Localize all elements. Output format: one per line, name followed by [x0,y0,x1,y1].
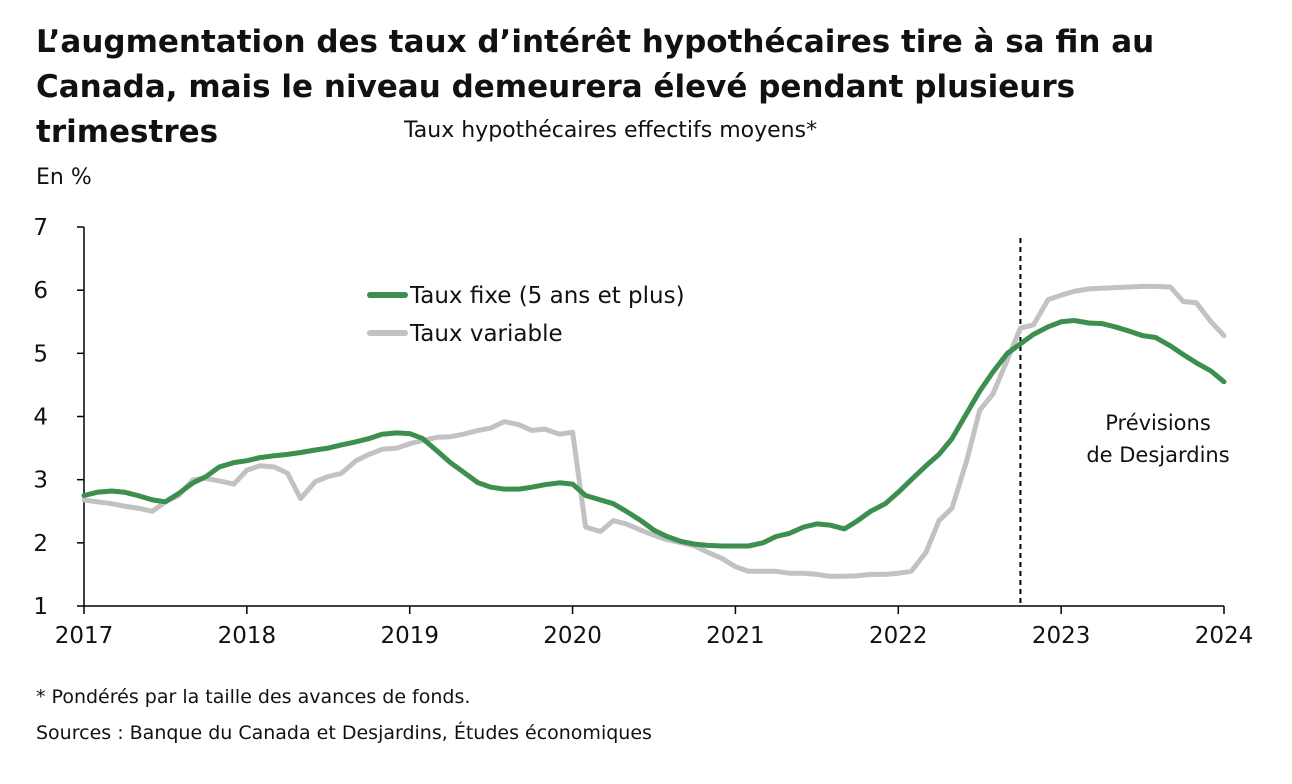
y-tick-label: 5 [33,341,48,367]
x-tick-label: 2024 [1195,623,1254,649]
legend-label: Taux fixe (5 ans et plus) [409,283,685,309]
forecast-label: Prévisions [1105,411,1211,435]
y-tick-label: 6 [33,278,48,304]
y-tick-label: 3 [33,468,48,494]
y-tick-label: 2 [33,531,48,557]
x-tick-label: 2021 [706,623,765,649]
x-tick-label: 2023 [1032,623,1091,649]
x-tick-label: 2017 [55,623,114,649]
sources-note: Sources : Banque du Canada et Desjardins… [36,722,652,744]
y-tick-label: 7 [33,215,48,241]
x-tick-label: 2022 [869,623,928,649]
forecast-label: de Desjardins [1086,443,1229,467]
y-tick-label: 4 [33,405,48,431]
y-tick-label: 1 [33,594,48,620]
series-line-fixed-rate [81,318,1227,549]
y-axis-unit-label: En % [36,165,92,190]
footnote: * Pondérés par la taille des avances de … [36,686,471,708]
x-tick-label: 2019 [380,623,439,649]
chart-title: L’augmentation des taux d’intérêt hypoth… [36,24,1155,150]
x-tick-label: 2018 [218,623,277,649]
legend-label: Taux variable [409,321,563,347]
x-tick-label: 2020 [543,623,602,649]
chart-subtitle: Taux hypothécaires effectifs moyens* [404,118,818,143]
series-line-variable-rate [81,283,1227,579]
